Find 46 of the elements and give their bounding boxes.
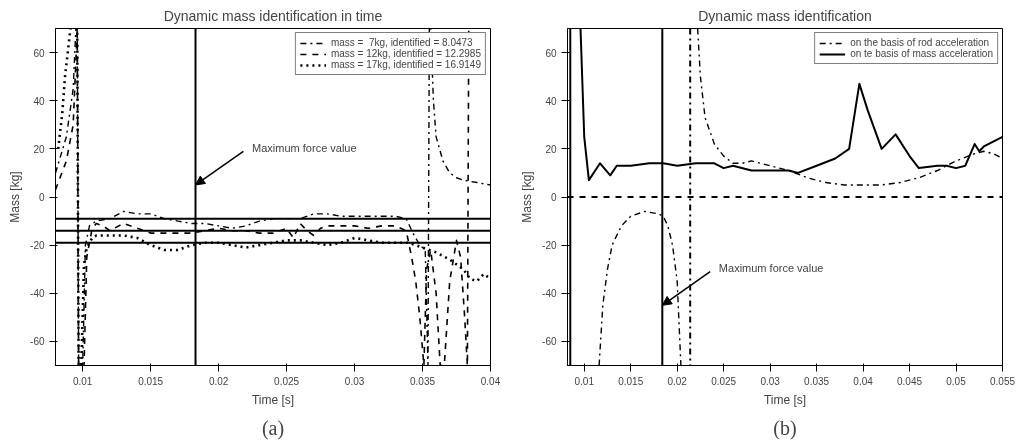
x-tick-label: 0.03 — [760, 375, 781, 387]
y-tick-label: 60 — [545, 47, 557, 59]
x-tick-label: 0.025 — [711, 375, 737, 387]
x-tick-label: 0.02 — [208, 375, 229, 387]
legend-label: on the basis of rod acceleration — [850, 37, 990, 48]
annotation: Maximum force value — [252, 141, 357, 154]
y-tick-label: 0 — [550, 192, 557, 203]
x-tick-label: 0.015 — [138, 375, 164, 387]
text: (a) — [261, 416, 285, 440]
x-tick-label: 0.01 — [574, 375, 595, 387]
x-axis-title: Time [s] — [763, 392, 807, 407]
legend-label: mass = 12kg, identified = 12.2985 — [330, 48, 481, 59]
x-tick-label: 0.025 — [274, 375, 300, 387]
x-tick-label: 0.045 — [897, 375, 923, 387]
x-tick-label: 0.04 — [480, 375, 501, 387]
legend-label: on te basis of mass acceleration — [850, 48, 993, 59]
x-tick-label: 0.015 — [618, 375, 644, 387]
x-tick-label: 0.05 — [946, 375, 967, 387]
y-tick-label: -20 — [30, 240, 45, 252]
y-tick-label: 40 — [33, 95, 45, 107]
x-tick-label: 0.03 — [344, 375, 365, 387]
y-tick-label: 60 — [33, 47, 45, 59]
x-tick-label: 0.035 — [804, 375, 830, 387]
chart-title: Dynamic mass identification — [698, 7, 872, 24]
x-axis-title: Time [s] — [251, 392, 295, 407]
y-tick-label: -60 — [30, 336, 45, 348]
y-axis-title: Mass [kg] — [520, 171, 535, 223]
x-tick-label: 0.01 — [72, 375, 93, 387]
x-tick-label: 0.035 — [410, 375, 436, 387]
y-tick-label: -60 — [542, 336, 557, 348]
legend-label: mass = 17kg, identified = 16.9149 — [330, 59, 481, 70]
y-tick-label: 40 — [545, 95, 557, 107]
y-tick-label: -20 — [542, 240, 557, 252]
x-tick-label: 0.04 — [853, 375, 874, 387]
y-tick-label: 0 — [38, 192, 45, 203]
y-axis-title: Mass [kg] — [8, 171, 23, 223]
text: (b) — [773, 416, 797, 440]
y-tick-label: -40 — [30, 288, 45, 300]
y-tick-label: 20 — [33, 143, 45, 155]
y-tick-label: -40 — [542, 288, 557, 300]
legend-label: mass = 7kg, identified = 8.0473 — [330, 37, 473, 48]
y-tick-label: 20 — [545, 143, 557, 155]
x-tick-label: 0.055 — [989, 375, 1016, 387]
annotation: Maximum force value — [718, 262, 824, 275]
chart-title: Dynamic mass identification in time — [163, 7, 383, 24]
x-tick-label: 0.02 — [667, 375, 688, 387]
